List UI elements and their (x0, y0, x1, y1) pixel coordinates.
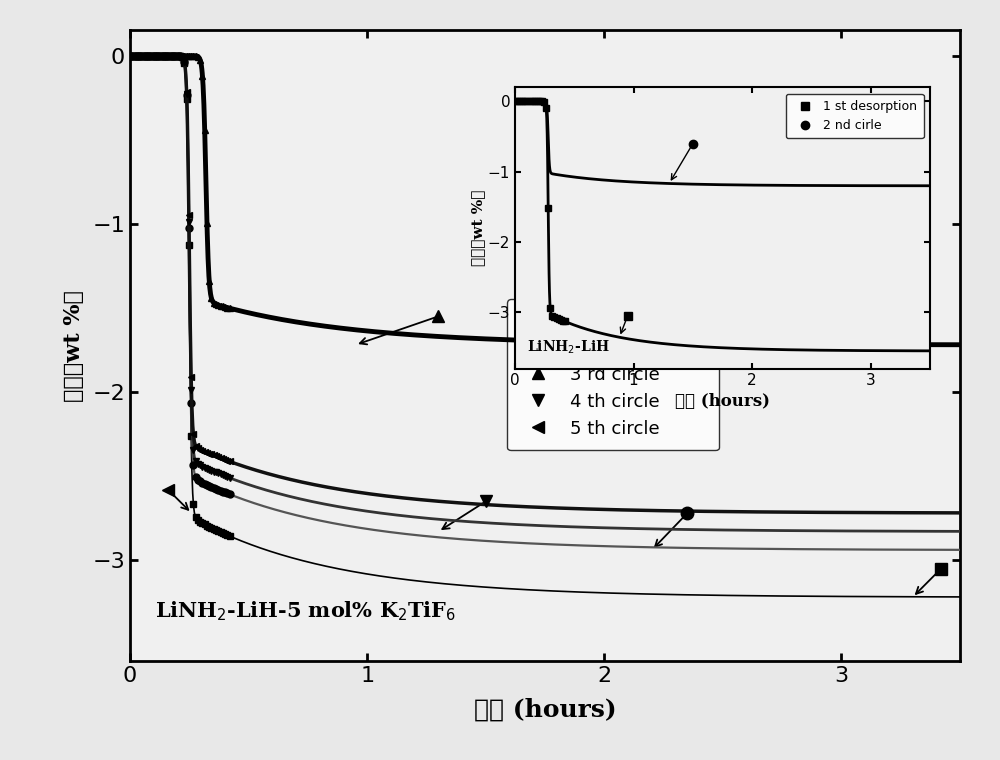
X-axis label: 时间 (hours): 时间 (hours) (474, 697, 616, 721)
Legend: 1 st desorption, 2 nd cirle: 1 st desorption, 2 nd cirle (786, 93, 924, 138)
Text: LiNH$_2$-LiH: LiNH$_2$-LiH (527, 339, 610, 356)
X-axis label: 时间 (hours): 时间 (hours) (675, 393, 770, 410)
Legend: 1 st desorption, 2 nd circle, 3 rd circle, 4 th circle, 5 th circle: 1 st desorption, 2 nd circle, 3 rd circl… (507, 299, 719, 451)
Y-axis label: 失重（wt %）: 失重（wt %） (471, 190, 485, 266)
Text: LiNH$_2$-LiH-5 mol% K$_2$TiF$_6$: LiNH$_2$-LiH-5 mol% K$_2$TiF$_6$ (155, 599, 456, 622)
Y-axis label: 失重（wt %）: 失重（wt %） (63, 290, 85, 402)
